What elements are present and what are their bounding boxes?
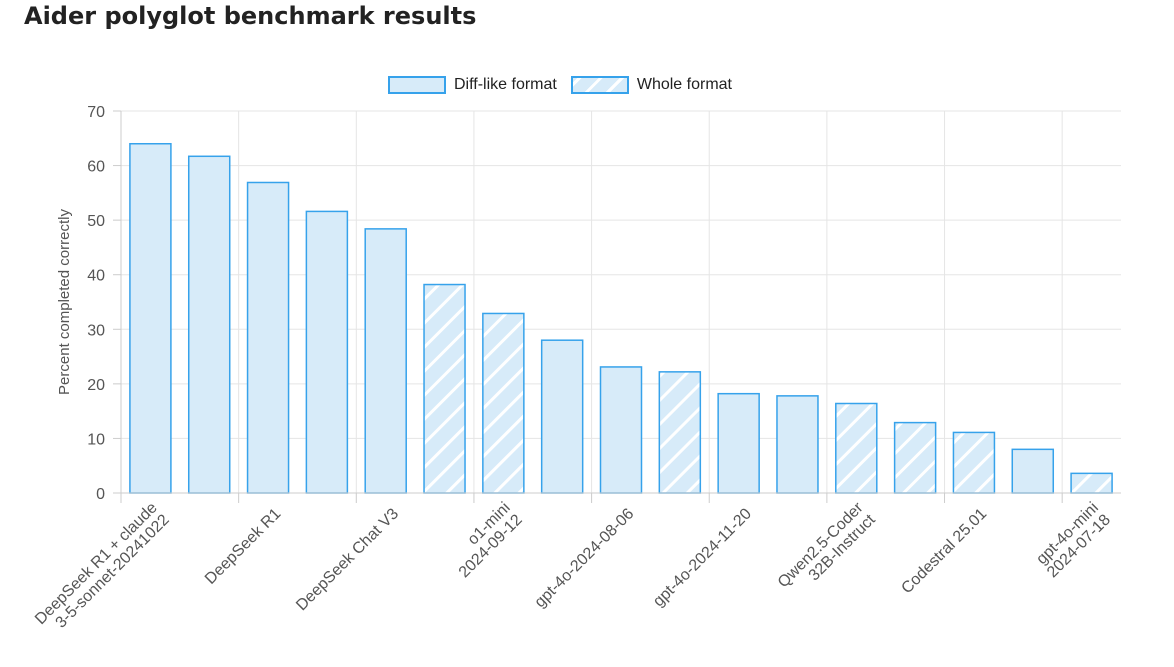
bar-diff[interactable] bbox=[776, 395, 819, 494]
bar-whole[interactable] bbox=[482, 312, 525, 494]
bars bbox=[129, 142, 1113, 494]
x-tick-label-line: 3-5-sonnet-20241022 bbox=[53, 511, 173, 631]
x-tick-label: DeepSeek Chat V3 bbox=[293, 505, 402, 614]
chart-legend: Diff-like format Whole format bbox=[388, 76, 746, 94]
bar-diff[interactable] bbox=[246, 181, 290, 494]
x-tick-label-line: gpt-4o-2024-08-06 bbox=[532, 505, 638, 611]
legend-swatch-whole bbox=[570, 76, 629, 94]
y-tick-label: 0 bbox=[96, 486, 105, 503]
bar-diff[interactable] bbox=[129, 142, 172, 494]
x-tick-label-line: DeepSeek R1 + claude bbox=[32, 499, 161, 628]
bar-diff[interactable] bbox=[364, 228, 407, 494]
y-tick-label: 70 bbox=[87, 104, 105, 121]
y-tick-label: 40 bbox=[87, 268, 105, 285]
legend-swatch-diff bbox=[388, 76, 446, 94]
bar-whole[interactable] bbox=[893, 421, 937, 494]
bar-whole[interactable] bbox=[952, 431, 996, 494]
y-tick-label: 10 bbox=[87, 431, 105, 448]
x-tick-label: Codestral 25.01 bbox=[898, 505, 990, 597]
bar-diff[interactable] bbox=[540, 339, 584, 494]
x-tick-label: gpt-4o-2024-08-06 bbox=[532, 505, 638, 611]
x-tick-label-line: gpt-4o-2024-11-20 bbox=[650, 505, 755, 610]
y-axis-label: Percent completed correctly bbox=[56, 209, 73, 395]
bar-whole[interactable] bbox=[658, 371, 702, 494]
bar-diff[interactable] bbox=[717, 392, 760, 494]
bar-diff[interactable] bbox=[1011, 448, 1055, 494]
x-tick-label-line: DeepSeek Chat V3 bbox=[293, 505, 402, 614]
y-tick-label: 60 bbox=[87, 159, 105, 176]
x-tick-label: DeepSeek R1 bbox=[202, 505, 285, 588]
legend-label-whole: Whole format bbox=[636, 76, 732, 93]
y-tick-label: 30 bbox=[87, 322, 105, 339]
bar-whole[interactable] bbox=[835, 402, 878, 494]
bar-diff[interactable] bbox=[187, 155, 231, 494]
legend-item-diff[interactable]: Diff-like format bbox=[388, 76, 557, 94]
legend-item-whole[interactable]: Whole format bbox=[570, 76, 732, 94]
x-tick-label: gpt-4o-2024-11-20 bbox=[650, 505, 755, 610]
bar-whole[interactable] bbox=[423, 283, 466, 494]
page-title: Aider polyglot benchmark results bbox=[24, 2, 477, 30]
y-tick-label: 20 bbox=[87, 377, 105, 394]
bar-diff[interactable] bbox=[599, 366, 643, 494]
bar-whole[interactable] bbox=[1070, 472, 1113, 494]
x-tick-label-line: DeepSeek R1 bbox=[202, 505, 285, 588]
legend-label-diff: Diff-like format bbox=[454, 76, 557, 93]
y-tick-label: 50 bbox=[87, 213, 105, 230]
bar-diff[interactable] bbox=[305, 210, 349, 494]
x-tick-label-line: Codestral 25.01 bbox=[898, 505, 990, 597]
